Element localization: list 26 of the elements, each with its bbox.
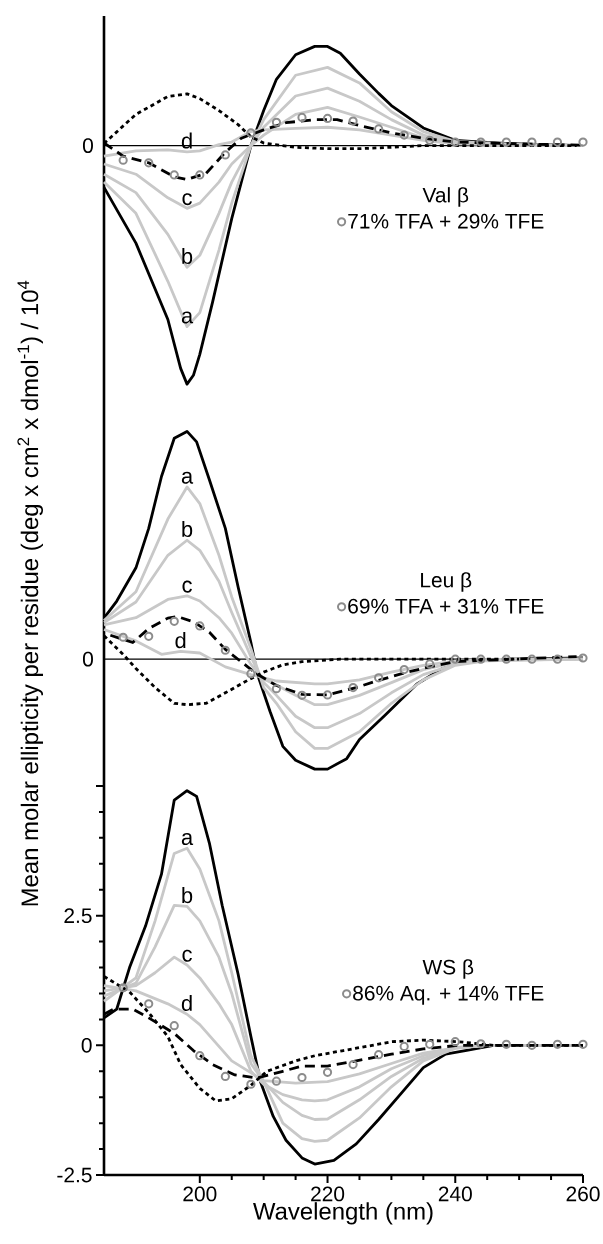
series-label: b	[182, 247, 193, 265]
series-label: d	[181, 994, 192, 1012]
series-label: a	[181, 311, 194, 324]
y-axis-title: Mean molar ellipticity per residue (deg x cm$^{2}$ x dmol$^{-1}$) / 10$^{4}$	[17, 280, 44, 906]
series-label: b	[182, 520, 193, 538]
y-tick-label: 0	[81, 1037, 92, 1053]
series-label: c	[182, 949, 192, 962]
legend-label: 71% TFA + 29% TFE	[348, 213, 544, 229]
series-label: d	[175, 632, 186, 649]
legend-title: Leu β	[421, 572, 472, 592]
x-axis-title: Wavelength (nm)	[253, 1202, 433, 1225]
series-label: a	[181, 471, 194, 484]
x-tick-label: 260	[566, 1186, 600, 1202]
series-label: a	[181, 833, 194, 846]
series-label: c	[182, 580, 192, 593]
y-tick-label: 2.5	[64, 908, 92, 924]
legend-label: 86% Aq. + 14% TFE	[353, 985, 544, 1005]
legend-title: Val β	[422, 187, 469, 207]
series-label: c	[182, 193, 192, 206]
x-tick-label: 220	[311, 1186, 345, 1202]
x-tick-label: 200	[183, 1186, 217, 1202]
series-label: b	[182, 887, 193, 904]
legend-label: 69% TFA + 31% TFE	[348, 598, 544, 614]
x-tick-label: 240	[438, 1186, 472, 1202]
legend-title: WS β	[422, 959, 474, 979]
y-tick-label: -2.5	[57, 1167, 92, 1183]
